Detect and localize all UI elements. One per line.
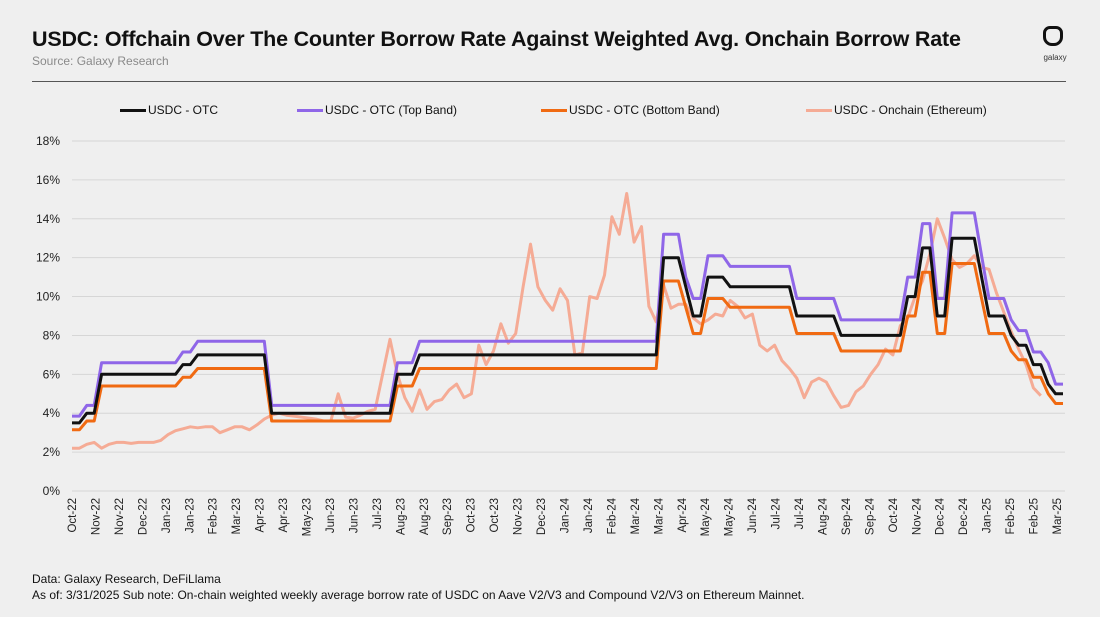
series-line-onchain xyxy=(72,192,1042,450)
x-tick-label: Sep-24 xyxy=(841,497,853,535)
y-axis-labels: 0% 2% 4% 6% 8% 10% 12% 14% 16% 18% xyxy=(36,134,60,498)
x-tick-label: Aug-23 xyxy=(419,498,431,535)
footer-note: As of: 3/31/2025 Sub note: On-chain weig… xyxy=(32,588,805,602)
chart-subtitle: Source: Galaxy Research xyxy=(32,54,169,68)
x-tick-label: Jun-23 xyxy=(348,498,360,533)
x-tick-label: Feb-25 xyxy=(1005,498,1017,534)
x-tick-label: Jun-23 xyxy=(325,498,337,533)
y-tick-label: 16% xyxy=(36,173,60,187)
x-tick-label: Dec-24 xyxy=(935,497,947,535)
series-line-bottom-band xyxy=(72,262,1063,432)
y-tick-label: 12% xyxy=(36,251,60,265)
x-tick-label: Oct-22 xyxy=(67,498,79,533)
series-lines xyxy=(72,192,1063,450)
x-tick-label: Aug-23 xyxy=(395,498,407,535)
legend-item-top-band: USDC - OTC (Top Band) xyxy=(297,103,457,117)
x-tick-label: Jan-25 xyxy=(982,498,994,533)
x-tick-label: Sep-23 xyxy=(442,498,454,535)
x-tick-label: Jan-23 xyxy=(184,498,196,533)
x-tick-label: Mar-24 xyxy=(653,497,665,534)
y-tick-label: 10% xyxy=(36,290,60,304)
legend-label-top-band: USDC - OTC (Top Band) xyxy=(325,103,458,117)
x-tick-label: Nov-24 xyxy=(911,497,923,535)
x-tick-label: Sep-24 xyxy=(864,497,876,535)
x-tick-label: Dec-22 xyxy=(137,498,149,535)
x-tick-label: Feb-24 xyxy=(606,497,618,534)
header-divider xyxy=(32,81,1066,82)
y-tick-label: 14% xyxy=(36,212,60,226)
x-tick-label: Nov-22 xyxy=(114,498,126,535)
galaxy-logo-icon xyxy=(1043,26,1063,46)
x-tick-label: Feb-25 xyxy=(1029,498,1041,534)
x-tick-label: Jul-24 xyxy=(794,497,806,529)
x-tick-label: Apr-23 xyxy=(255,498,267,533)
x-tick-label: Oct-23 xyxy=(466,498,478,533)
footer-data-source: Data: Galaxy Research, DeFiLlama xyxy=(32,572,221,586)
x-tick-label: Mar-23 xyxy=(231,498,243,534)
x-tick-label: May-24 xyxy=(724,497,736,536)
x-tick-label: Apr-23 xyxy=(278,498,290,533)
logo-text: galaxy xyxy=(1043,53,1067,62)
legend-swatch-top-band xyxy=(297,108,323,112)
x-tick-label: Oct-23 xyxy=(489,498,501,533)
galaxy-logo: galaxy xyxy=(1040,26,1068,66)
x-tick-label: Jan-24 xyxy=(560,497,572,533)
gridlines xyxy=(72,140,1065,492)
legend-label-onchain: USDC - Onchain (Ethereum) xyxy=(834,103,987,117)
x-tick-label: Jun-24 xyxy=(747,497,759,533)
legend-swatch-otc xyxy=(120,108,146,112)
x-tick-label: Feb-23 xyxy=(208,498,220,534)
y-tick-label: 0% xyxy=(43,484,61,498)
y-tick-label: 18% xyxy=(36,134,60,148)
legend-item-bottom-band: USDC - OTC (Bottom Band) xyxy=(541,103,720,117)
x-tick-label: Mar-24 xyxy=(630,497,642,534)
y-tick-label: 8% xyxy=(43,328,61,342)
x-tick-label: May-23 xyxy=(302,498,314,536)
series-line-top-band xyxy=(72,211,1063,418)
x-axis-labels: Oct-22 Nov-22 Nov-22 Dec-22 Jan-23 Jan-23 Feb-… xyxy=(67,497,1064,536)
legend-swatch-onchain xyxy=(806,108,832,112)
legend-item-otc: USDC - OTC xyxy=(120,103,218,117)
x-tick-label: Dec-24 xyxy=(958,497,970,535)
y-tick-label: 2% xyxy=(43,445,61,459)
chart-legend: USDC - OTC USDC - OTC (Top Band) USDC - … xyxy=(0,103,1100,121)
y-tick-label: 6% xyxy=(43,367,61,381)
series-line-otc xyxy=(72,236,1063,425)
x-tick-label: Jul-23 xyxy=(372,498,384,529)
chart-title: USDC: Offchain Over The Counter Borrow R… xyxy=(32,27,961,51)
y-tick-label: 4% xyxy=(43,406,61,420)
x-tick-label: Jan-23 xyxy=(161,498,173,533)
legend-label-otc: USDC - OTC xyxy=(148,103,218,117)
x-tick-label: Aug-24 xyxy=(817,497,829,535)
x-tick-label: Mar-25 xyxy=(1052,498,1064,534)
x-tick-label: May-24 xyxy=(700,497,712,536)
x-tick-label: Dec-23 xyxy=(536,498,548,535)
x-tick-label: Oct-24 xyxy=(888,497,900,532)
x-tick-label: Nov-23 xyxy=(513,498,525,535)
legend-item-onchain: USDC - Onchain (Ethereum) xyxy=(806,103,987,117)
x-tick-label: Jul-24 xyxy=(771,497,783,529)
x-tick-label: Apr-24 xyxy=(677,497,689,532)
x-tick-label: Jan-24 xyxy=(583,497,595,533)
legend-label-bottom-band: USDC - OTC (Bottom Band) xyxy=(569,103,720,117)
x-tick-label: Nov-22 xyxy=(90,498,102,535)
legend-swatch-bottom-band xyxy=(541,108,567,112)
